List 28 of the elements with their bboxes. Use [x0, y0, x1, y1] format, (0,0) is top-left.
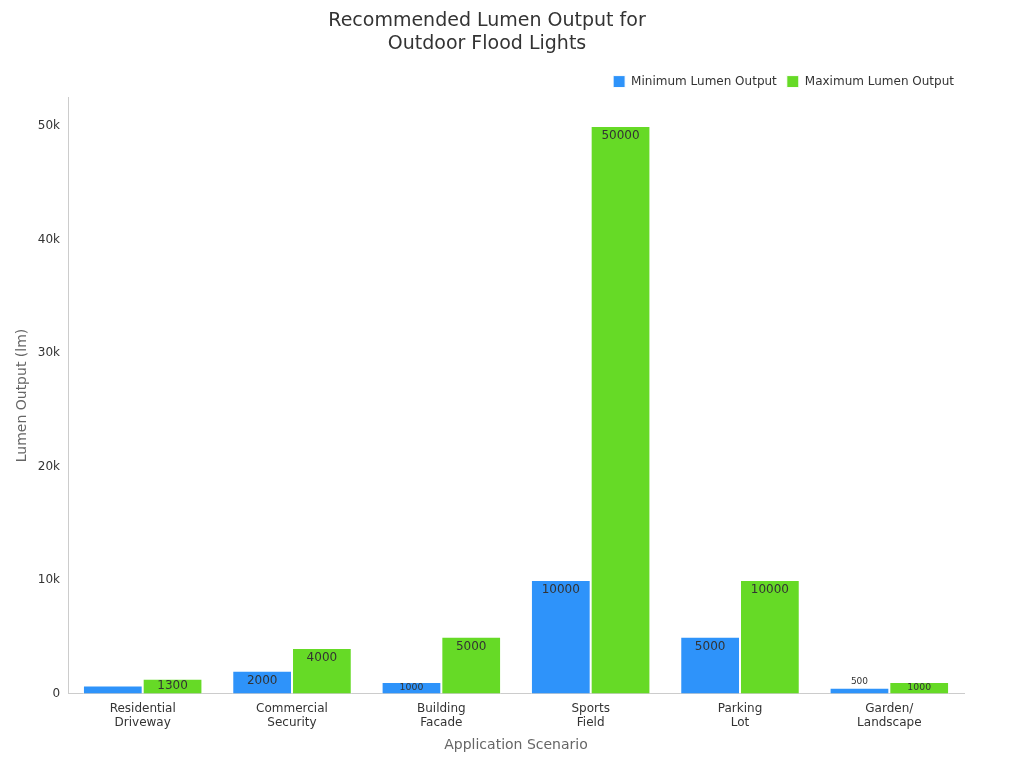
data-label: 500 — [850, 675, 869, 686]
y-tick-label: 40k — [37, 231, 61, 246]
x-tick-label: Garden/ Landscape — [857, 700, 922, 730]
data-label: 4000 — [306, 650, 338, 665]
x-axis-title: Application Scenario — [444, 736, 588, 753]
y-tick-label: 30k — [37, 345, 61, 360]
data-label: 50000 — [601, 128, 640, 143]
data-label: 1300 — [157, 678, 188, 693]
chart-title: Recommended Lumen Output for Outdoor Flood Lights — [328, 8, 646, 54]
y-tick-label: 50k — [37, 118, 61, 133]
x-tick-label: Parking Lot — [717, 700, 763, 730]
x-tick-label: Sports Field — [571, 700, 610, 730]
x-tick-label: Commercial Security — [256, 700, 328, 730]
legend-label: Minimum Lumen Output — [631, 73, 778, 88]
y-tick-label: 0 — [52, 685, 61, 700]
data-label: 10000 — [750, 582, 789, 597]
y-tick-label: 10k — [37, 572, 61, 587]
data-label: 5000 — [694, 638, 726, 653]
x-tick-label: Residential Driveway — [109, 700, 176, 730]
legend-label: Maximum Lumen Output — [804, 73, 955, 88]
data-label: 1000 — [907, 681, 932, 693]
data-label: 1000 — [399, 681, 424, 693]
x-tick-label: Building Facade — [417, 700, 466, 730]
data-label: 10000 — [541, 582, 580, 597]
y-axis-title: Lumen Output (lm) — [13, 328, 30, 463]
y-tick-label: 20k — [37, 458, 61, 473]
data-label: 2000 — [246, 672, 278, 687]
data-label: 5000 — [455, 638, 487, 653]
